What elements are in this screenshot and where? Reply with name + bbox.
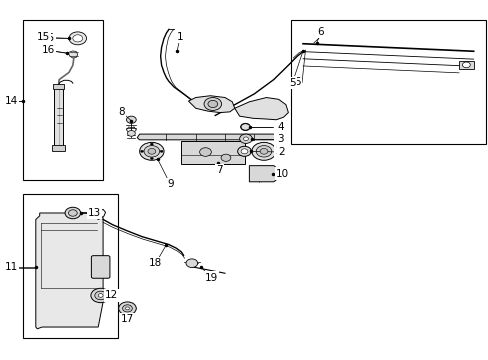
Circle shape — [251, 142, 276, 160]
Circle shape — [241, 149, 247, 154]
Bar — [290, 21, 485, 144]
Text: 2: 2 — [277, 147, 284, 157]
Text: 2: 2 — [275, 146, 282, 156]
Circle shape — [119, 302, 136, 315]
Text: 10: 10 — [275, 168, 288, 179]
Circle shape — [95, 291, 106, 300]
Text: 14: 14 — [5, 96, 18, 106]
Polygon shape — [137, 134, 284, 140]
Polygon shape — [234, 98, 288, 120]
Circle shape — [122, 305, 132, 312]
Circle shape — [127, 131, 135, 136]
Bar — [22, 21, 103, 180]
Text: 4: 4 — [277, 122, 284, 132]
Text: 6: 6 — [319, 26, 325, 36]
Text: 13: 13 — [87, 208, 101, 218]
Text: 9: 9 — [167, 179, 173, 189]
Bar — [54, 87, 63, 148]
Circle shape — [185, 259, 197, 267]
Text: 3: 3 — [275, 134, 282, 144]
Text: 16: 16 — [42, 45, 55, 55]
Circle shape — [69, 32, 86, 45]
Circle shape — [125, 307, 129, 310]
Polygon shape — [188, 96, 234, 113]
Text: 6: 6 — [317, 27, 324, 37]
Text: 11: 11 — [5, 263, 18, 273]
Text: 5: 5 — [288, 78, 295, 88]
Text: 15: 15 — [41, 33, 55, 43]
Circle shape — [73, 35, 82, 42]
Circle shape — [260, 148, 267, 154]
Text: 13: 13 — [87, 207, 101, 217]
Text: 4: 4 — [275, 122, 282, 132]
Text: 7: 7 — [215, 165, 222, 175]
Text: 14: 14 — [5, 96, 18, 106]
Circle shape — [160, 150, 163, 152]
Circle shape — [237, 146, 251, 156]
Bar — [458, 61, 473, 69]
Circle shape — [221, 154, 230, 161]
Circle shape — [150, 143, 153, 145]
Circle shape — [144, 145, 159, 157]
Circle shape — [65, 207, 81, 219]
Bar — [53, 84, 64, 89]
Bar — [22, 194, 118, 338]
Text: 17: 17 — [121, 314, 134, 324]
Circle shape — [148, 148, 156, 154]
Text: 19: 19 — [204, 273, 218, 283]
Circle shape — [150, 157, 153, 159]
Circle shape — [203, 98, 221, 111]
Circle shape — [256, 145, 271, 157]
Circle shape — [240, 123, 250, 131]
Circle shape — [207, 100, 217, 108]
Text: 16: 16 — [41, 46, 55, 57]
Circle shape — [140, 142, 163, 160]
Polygon shape — [68, 51, 78, 58]
Polygon shape — [96, 210, 105, 220]
Text: 12: 12 — [105, 291, 118, 301]
Text: 5: 5 — [293, 77, 300, 87]
Text: 3: 3 — [277, 134, 284, 144]
Circle shape — [98, 294, 103, 297]
Circle shape — [68, 210, 77, 216]
Circle shape — [126, 116, 136, 123]
Circle shape — [239, 134, 252, 143]
Circle shape — [141, 150, 143, 152]
Bar — [181, 140, 244, 164]
Circle shape — [199, 148, 211, 156]
Circle shape — [91, 288, 110, 303]
Circle shape — [462, 62, 469, 68]
Text: 1: 1 — [177, 32, 183, 41]
Text: 18: 18 — [149, 258, 162, 268]
Polygon shape — [36, 213, 103, 329]
Text: 15: 15 — [37, 32, 50, 42]
Polygon shape — [249, 166, 276, 182]
Circle shape — [243, 137, 248, 140]
FancyBboxPatch shape — [91, 256, 110, 278]
Bar — [52, 145, 65, 150]
Text: 12: 12 — [105, 291, 118, 301]
Text: 8: 8 — [118, 107, 124, 117]
Text: 11: 11 — [5, 262, 18, 272]
